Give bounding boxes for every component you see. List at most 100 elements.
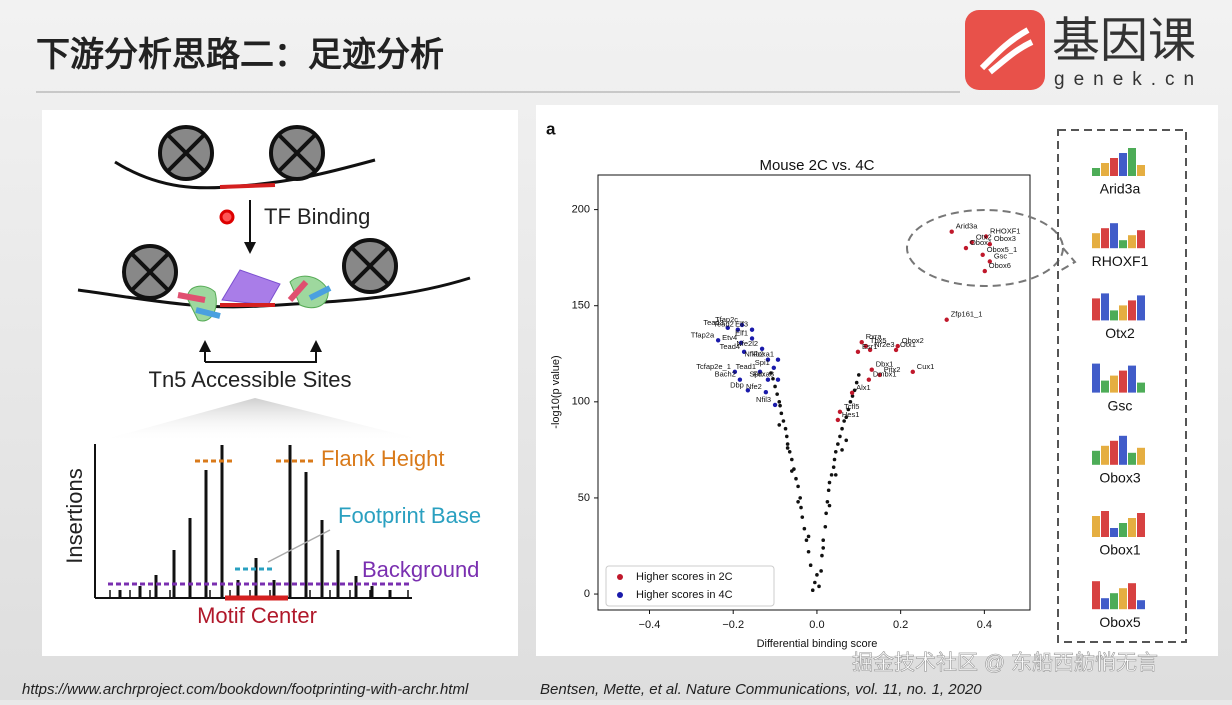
logo-mark — [965, 10, 1045, 90]
point-label: Zfp161_1 — [951, 310, 983, 319]
logo-icon — [979, 27, 1034, 75]
point — [799, 505, 803, 510]
motif — [219, 183, 276, 189]
flank-label: Flank Height — [321, 446, 445, 471]
logo-letter — [1119, 370, 1127, 393]
connector — [1057, 247, 1077, 273]
point — [832, 457, 837, 462]
point — [827, 503, 832, 508]
y-tick-label: 150 — [572, 300, 590, 312]
point — [775, 377, 781, 382]
point — [844, 415, 849, 420]
point-label: Otx1 — [900, 340, 916, 349]
point — [804, 538, 809, 543]
point — [739, 322, 745, 328]
point — [738, 340, 744, 346]
nucleosome — [342, 238, 398, 294]
point — [810, 588, 815, 593]
logo-letter — [1137, 513, 1145, 537]
point-label: Tead2 — [713, 320, 733, 329]
logo-letter — [1128, 452, 1136, 465]
point-label: Obox2 — [902, 336, 924, 345]
point-label: Tfap2c — [715, 315, 738, 324]
point — [848, 400, 853, 404]
point — [796, 499, 800, 504]
logo-letter — [1110, 223, 1118, 249]
motif-name: RHOXF1 — [1092, 253, 1149, 269]
point — [850, 394, 855, 398]
footprint-label: Footprint Base — [338, 503, 481, 528]
point — [794, 476, 798, 481]
point — [831, 465, 836, 469]
point-label: Nfil3 — [756, 395, 771, 404]
logo-letter — [1137, 382, 1145, 393]
point — [732, 369, 738, 375]
point — [749, 336, 755, 341]
point — [963, 245, 969, 251]
point-label: Bach2 — [715, 370, 736, 379]
point — [741, 349, 747, 355]
motif-name: Otx2 — [1105, 325, 1135, 341]
point — [838, 434, 842, 439]
logo-letter — [1128, 300, 1136, 321]
point — [840, 448, 844, 452]
point — [842, 419, 846, 423]
point — [895, 343, 900, 349]
logo-letter — [1092, 168, 1100, 176]
point-label: Elf3 — [735, 320, 748, 329]
pointer — [267, 529, 331, 563]
point — [833, 450, 838, 454]
logo-letter — [1092, 581, 1100, 610]
point — [944, 317, 949, 322]
logo-letter — [1092, 298, 1100, 321]
point — [836, 442, 840, 446]
point-label: Hes1 — [842, 410, 860, 419]
point — [772, 402, 778, 408]
logo-letter — [1137, 165, 1145, 176]
logo-letter — [1092, 516, 1100, 537]
point-label: Tead1 — [736, 362, 756, 371]
point — [778, 403, 782, 408]
panel-label: a — [546, 119, 556, 138]
point — [846, 407, 851, 412]
logo-letter — [1092, 363, 1100, 393]
logo-letter — [1101, 293, 1109, 321]
point — [745, 388, 751, 393]
point-label: Nfe2l2 — [736, 339, 758, 348]
point — [715, 338, 721, 343]
point — [823, 524, 828, 529]
point — [777, 423, 782, 427]
point-label: Spic — [749, 370, 764, 379]
logo-letter — [1119, 240, 1127, 249]
chart-title: Mouse 2C vs. 4C — [759, 157, 874, 174]
point — [980, 252, 985, 257]
point — [821, 538, 826, 543]
background-label: Background — [362, 557, 479, 582]
logo-letter — [1092, 450, 1100, 465]
logo-letter — [1128, 583, 1136, 610]
logo-letter — [1101, 163, 1109, 176]
point-label: RHOXF1 — [990, 226, 1020, 235]
point — [749, 327, 755, 332]
chart-panel — [536, 105, 1218, 656]
point-label: Foxa1 — [753, 350, 774, 359]
point — [735, 327, 741, 332]
logo-letter — [1137, 600, 1145, 610]
point — [827, 480, 832, 485]
diagram: TF Binding Tn5 Accessible Sites Insertio… — [62, 125, 481, 628]
slide-title: 下游分析思路二：足迹分析 — [36, 36, 444, 74]
point-label: Nr2e3 — [874, 340, 894, 349]
watermark: 掘金技术社区 @ 东船西舫悄无言 — [852, 652, 1158, 675]
point — [835, 417, 841, 423]
logo-text: 基因课 — [1052, 15, 1196, 68]
legend-label: Higher scores in 4C — [636, 589, 733, 601]
motif-name: Gsc — [1108, 397, 1133, 413]
point-label: Obox5_1 — [987, 245, 1017, 254]
point — [813, 580, 817, 585]
point-label: Obox3 — [994, 234, 1016, 243]
logo-letter — [1137, 447, 1145, 465]
logo-letter — [1119, 153, 1127, 176]
point — [849, 390, 855, 395]
legend-swatch — [617, 592, 623, 598]
x-tick-label: 0.4 — [977, 619, 992, 631]
